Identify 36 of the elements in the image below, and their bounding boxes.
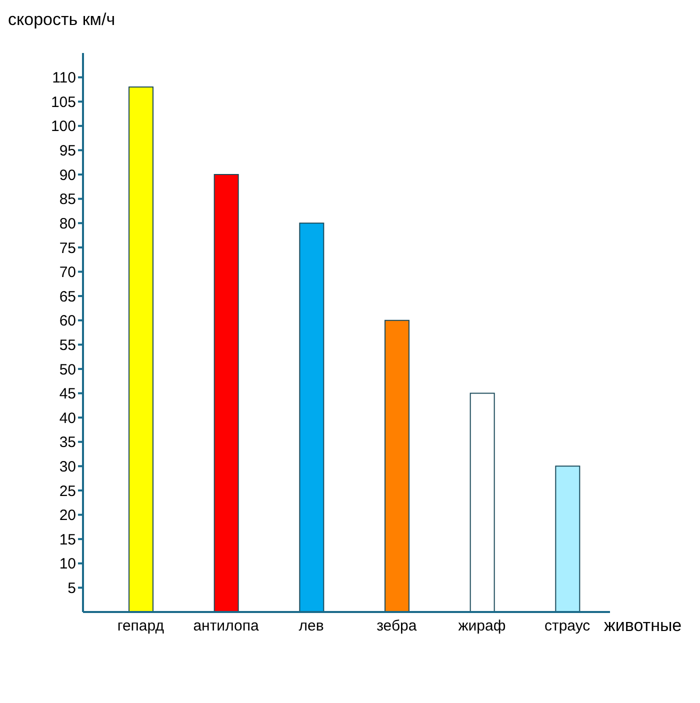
x-axis-title: животные: [604, 616, 682, 636]
y-tick-label: 35: [59, 434, 76, 452]
x-tick-label: зебра: [376, 618, 418, 635]
bar: [555, 466, 580, 612]
y-tick-label: 15: [59, 531, 76, 548]
y-tick-label: 70: [59, 264, 76, 282]
x-tick-label: жираф: [458, 618, 506, 635]
y-tick-label: 10: [59, 556, 76, 573]
y-tick-label: 105: [50, 94, 76, 111]
y-tick-label: 5: [68, 580, 76, 598]
y-tick-label: 40: [59, 410, 76, 427]
bar: [128, 86, 154, 612]
y-tick-label: 90: [59, 166, 76, 184]
bar: [384, 320, 410, 612]
y-tick-label: 100: [50, 118, 76, 136]
x-tick-label: гепард: [117, 618, 164, 635]
y-tick-label: 65: [59, 288, 76, 306]
y-tick-label: 50: [59, 361, 76, 378]
y-tick-label: 95: [59, 142, 76, 160]
y-tick-label: 60: [59, 312, 76, 330]
x-tick-label: лев: [298, 618, 324, 635]
bar: [470, 392, 495, 612]
x-tick-label: антилопа: [193, 618, 260, 635]
y-tick-label: 110: [52, 70, 76, 87]
y-tick-label: 85: [59, 191, 76, 208]
x-tick-label: страус: [544, 618, 591, 635]
y-axis-title: скорость км/ч: [8, 10, 116, 30]
y-tick-label: 55: [59, 336, 76, 354]
y-tick-label: 80: [59, 215, 76, 232]
bar: [214, 174, 239, 612]
y-tick-label: 25: [59, 482, 76, 500]
y-tick-label: 30: [59, 458, 76, 476]
y-tick-label: 20: [59, 507, 76, 524]
bar: [299, 222, 324, 612]
y-tick-label: 45: [59, 386, 76, 403]
y-tick-label: 75: [59, 240, 76, 257]
